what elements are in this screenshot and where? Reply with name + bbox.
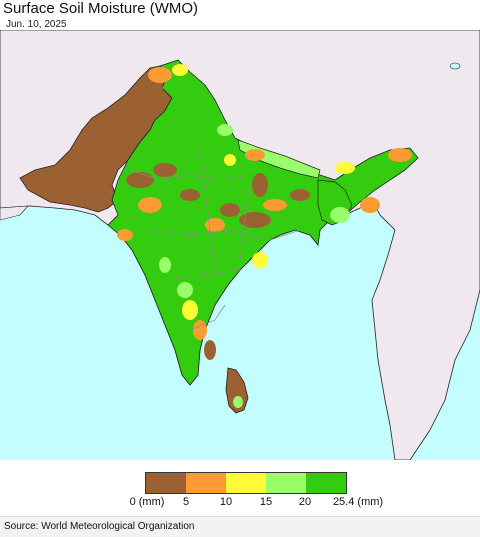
legend-tick-10: 10: [219, 496, 233, 508]
legend-tick-15: 15: [259, 496, 273, 508]
internal-borders: [129, 149, 301, 331]
land-west-coast: [0, 205, 29, 221]
legend-swatch-0-5: [146, 473, 186, 493]
map-title: Surface Soil Moisture (WMO): [3, 0, 199, 17]
legend-tick-25: 25.4 (mm): [332, 496, 384, 508]
orange-patches: [117, 67, 412, 340]
island-marker: [449, 62, 461, 70]
legend-colorbar: [145, 472, 347, 494]
legend-tick-0: 0 (mm): [129, 496, 165, 508]
map-canvas: [0, 30, 480, 460]
legend-tick-20: 20: [298, 496, 312, 508]
map-date: Jun. 10, 2025: [6, 19, 67, 30]
legend-swatch-5-10: [186, 473, 226, 493]
source-bar: Source: World Meteorological Organizatio…: [0, 516, 480, 537]
soil-moisture-map: [0, 30, 480, 460]
legend-tick-5: 5: [182, 496, 190, 508]
yellow-patches: [172, 64, 355, 320]
light-green-patches: [159, 124, 350, 298]
sri-lanka-wet-patch: [233, 396, 243, 408]
source-text: Source: World Meteorological Organizatio…: [4, 521, 195, 532]
legend-swatch-10-15: [226, 473, 266, 493]
legend-swatch-15-20: [266, 473, 306, 493]
legend-swatch-20-25: [306, 473, 346, 493]
